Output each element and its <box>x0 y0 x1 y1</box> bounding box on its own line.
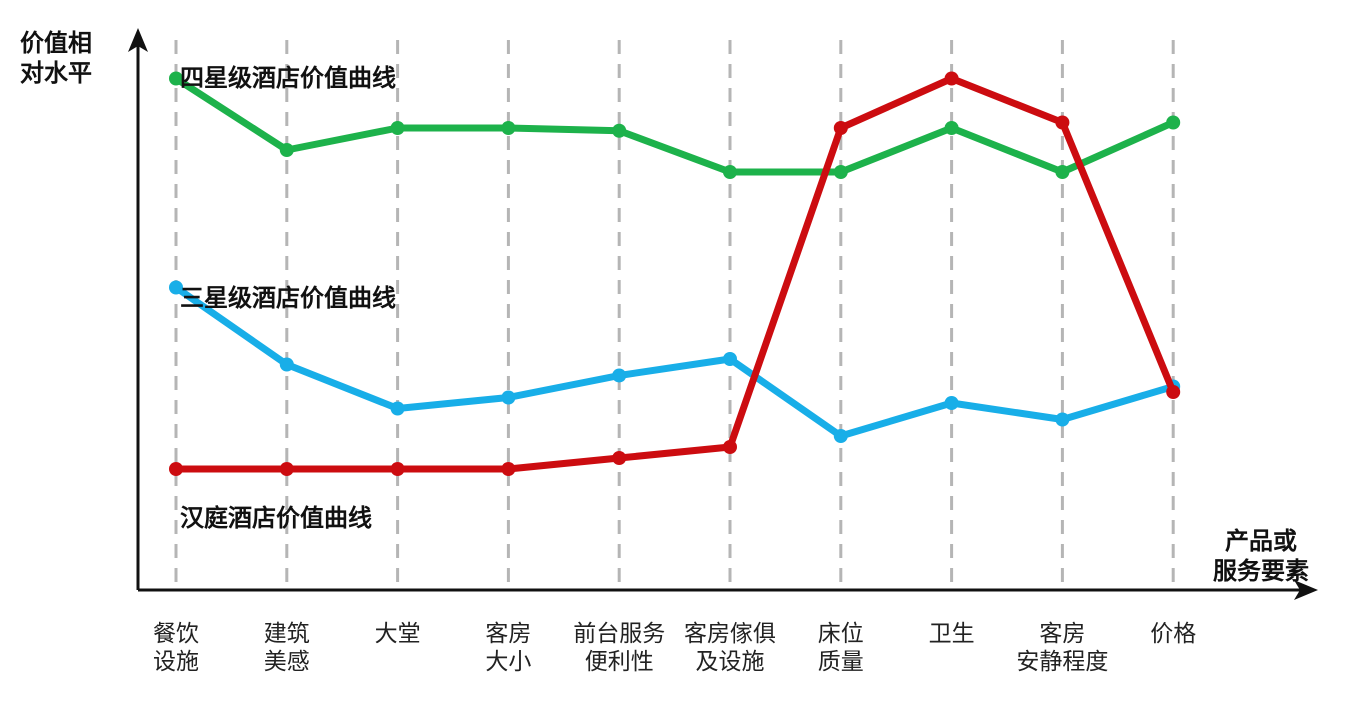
x-tick-label-line: 大堂 <box>374 621 421 647</box>
x-tick-label: 价格 <box>1108 620 1238 648</box>
y-axis-title-line: 价值相 <box>20 29 92 57</box>
x-tick-label-line: 前台服务 <box>573 621 666 647</box>
y-axis-title-line: 对水平 <box>20 59 92 87</box>
x-tick-label-line: 大小 <box>485 649 532 675</box>
x-tick-label-line: 及设施 <box>695 649 765 675</box>
x-tick-label-line: 客房 <box>485 621 532 647</box>
data-point <box>169 462 183 476</box>
data-point <box>944 121 959 135</box>
data-point <box>169 71 183 86</box>
data-point <box>390 462 405 476</box>
x-tick-label: 客房 安静程度 <box>997 620 1127 676</box>
data-point <box>612 368 627 383</box>
x-axis-title-line: 产品或 <box>1225 527 1297 555</box>
data-point <box>944 71 959 86</box>
x-axis-arrow <box>1294 580 1318 600</box>
x-tick-label-line: 安静程度 <box>1016 649 1109 675</box>
x-tick-label-line: 设施 <box>153 649 199 675</box>
data-point <box>390 401 405 416</box>
data-point <box>1055 115 1070 130</box>
y-axis-arrow <box>128 28 148 52</box>
x-tick-label: 建筑 美感 <box>222 620 352 676</box>
data-point <box>501 121 516 135</box>
x-tick-label: 前台服务 便利性 <box>554 620 684 676</box>
x-tick-label: 客房傢俱 及设施 <box>665 620 795 676</box>
data-point <box>833 121 848 135</box>
legend-hanting: 汉庭酒店价值曲线 <box>180 504 372 532</box>
legend-three-star: 三星级酒店价值曲线 <box>180 284 396 312</box>
data-point <box>612 123 627 138</box>
data-point <box>1055 412 1070 427</box>
x-tick-label-line: 美感 <box>263 649 310 675</box>
data-point <box>279 357 294 372</box>
x-tick-label-line: 床位 <box>817 621 864 647</box>
x-tick-label-line: 餐饮 <box>153 621 199 647</box>
data-point <box>169 280 183 295</box>
series-line-1 <box>172 284 1177 440</box>
data-point <box>1166 115 1181 130</box>
x-tick-label: 大堂 <box>333 620 463 648</box>
data-point <box>944 396 959 410</box>
x-tick-label-line: 便利性 <box>584 649 654 675</box>
data-point <box>833 429 848 443</box>
x-tick-label-line: 建筑 <box>263 621 310 647</box>
x-tick-label: 床位 质量 <box>776 620 906 676</box>
vertical-gridlines <box>174 40 1175 588</box>
data-point <box>279 462 294 476</box>
series-line-2 <box>172 75 1177 473</box>
data-point <box>723 352 737 366</box>
x-tick-label-line: 客房 <box>1039 621 1086 647</box>
legend-four-star: 四星级酒店价值曲线 <box>180 64 396 92</box>
data-point <box>390 121 405 135</box>
x-tick-label: 餐饮 设施 <box>111 620 241 676</box>
data-point <box>501 462 516 476</box>
data-point <box>501 390 516 405</box>
x-axis-title: 产品或 服务要素 <box>1196 526 1326 586</box>
data-point <box>723 440 737 454</box>
series-line-0 <box>172 75 1177 176</box>
axes <box>128 28 1318 600</box>
data-point <box>723 165 737 179</box>
x-tick-label-line: 价格 <box>1150 621 1197 647</box>
data-point <box>279 143 294 157</box>
x-tick-label-line: 客房傢俱 <box>684 621 776 647</box>
data-point <box>1055 165 1070 179</box>
data-point <box>612 451 627 465</box>
x-axis-title-line: 服务要素 <box>1213 557 1309 585</box>
x-tick-label: 卫生 <box>887 620 1017 648</box>
x-tick-label-line: 卫生 <box>928 621 975 647</box>
data-point <box>833 165 848 179</box>
x-tick-label-line: 质量 <box>817 649 864 675</box>
data-point <box>1166 385 1181 399</box>
x-tick-label: 客房 大小 <box>443 620 573 676</box>
y-axis-title: 价值相 对水平 <box>20 28 110 88</box>
